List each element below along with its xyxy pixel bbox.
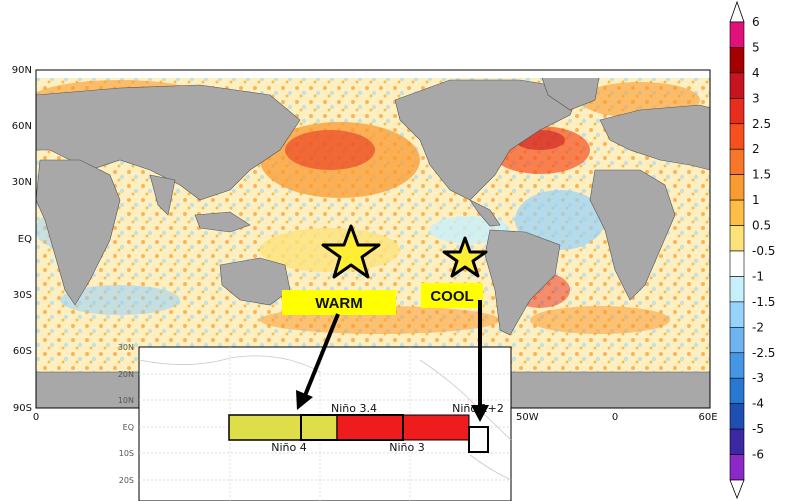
colorbar-swatch [729, 428, 745, 455]
colorbar-label: 3 [752, 91, 760, 105]
colorbar-label: -1 [752, 269, 764, 283]
colorbar-swatch [729, 47, 745, 74]
cool-label: COOL [430, 288, 473, 305]
nino34-west-box [300, 414, 338, 441]
inset-lat-10n: 10N [118, 396, 134, 405]
latitude-axis: 90N 60N 30N EQ 30S 60S 90S [12, 65, 32, 414]
colorbar-label: -4 [752, 397, 764, 411]
colorbar-swatch [729, 352, 745, 379]
lat-label-90n: 90N [12, 65, 32, 76]
lat-label-eq: EQ [18, 234, 32, 245]
lon-label-0-right: 0 [612, 412, 618, 423]
lat-label-60s: 60S [13, 346, 32, 357]
colorbar-swatch [729, 377, 745, 404]
lon-label-0: 0 [33, 412, 39, 423]
colorbar-label: -2 [752, 320, 764, 334]
lon-label-60e-right: 60E [698, 412, 717, 423]
lat-label-30n: 30N [12, 177, 32, 188]
colorbar-swatch [729, 199, 745, 226]
colorbar-labels: 6 5 4 3 2.5 2 1.5 1 0.5 -0.5 -1 -1.5 -2 -2.5 -3 -4 -5 -6 [752, 15, 775, 462]
colorbar-swatch [729, 98, 745, 125]
warm-arrow [302, 313, 340, 399]
inset-lat-20n: 20N [118, 370, 134, 379]
colorbar-swatch [729, 21, 745, 48]
colorbar [729, 0, 745, 500]
nino12-box [468, 426, 489, 453]
callout-arrows [296, 300, 489, 422]
nino34-outline [300, 414, 404, 441]
nino4-label: Niño 4 [271, 441, 306, 454]
nino3-label: Niño 3 [389, 441, 424, 454]
sst-anomaly-map [36, 70, 710, 408]
warm-highlight [282, 290, 396, 315]
colorbar-bottom-arrow-icon [729, 479, 745, 500]
nino34-east-box [336, 414, 404, 441]
warm-arrowhead-icon [296, 390, 313, 410]
colorbar-swatch [729, 123, 745, 150]
nino4-box [228, 414, 302, 441]
colorbar-swatch [729, 276, 745, 303]
colorbar-label: -3 [752, 371, 764, 385]
colorbar-swatch [729, 148, 745, 175]
colorbar-label: 5 [752, 40, 760, 54]
lat-label-30s: 30S [13, 290, 32, 301]
colorbar-swatch [729, 403, 745, 430]
inset-lon-50w: 50W [516, 412, 539, 423]
colorbar-top-arrow-icon [729, 0, 745, 23]
colorbar-label: -2.5 [752, 346, 775, 360]
colorbar-swatch [729, 301, 745, 328]
colorbar-label: -1.5 [752, 295, 775, 309]
cool-star-icon [442, 236, 488, 278]
inset-lat-20s: 20S [119, 476, 134, 485]
inset-lat-10s: 10S [119, 449, 134, 458]
inset-lat-eq: EQ [123, 423, 134, 432]
lat-label-60n: 60N [12, 121, 32, 132]
colorbar-label: 2 [752, 142, 760, 156]
nino3-box [402, 414, 470, 441]
lat-label-90s: 90S [13, 403, 32, 414]
colorbar-label: 6 [752, 15, 760, 29]
colorbar-label: -0.5 [752, 244, 775, 258]
colorbar-label: 2.5 [752, 117, 771, 131]
cool-highlight [421, 283, 483, 308]
warm-label: WARM [315, 295, 363, 312]
colorbar-label: 0.5 [752, 219, 771, 233]
cool-arrowhead-icon [471, 405, 489, 422]
colorbar-swatch [729, 72, 745, 99]
colorbar-swatch [729, 225, 745, 252]
nino34-label: Niño 3.4 [331, 402, 377, 415]
colorbar-swatch [729, 327, 745, 354]
longitude-axis: 0 60E 0 [33, 412, 718, 423]
colorbar-swatch [729, 174, 745, 201]
colorbar-label: -5 [752, 422, 764, 436]
colorbar-label: -6 [752, 448, 764, 462]
nino-regions-inset: 30N 20N 10N EQ 10S 20S 50W Niño 4 Niño 3… [118, 343, 539, 501]
inset-lat-30n: 30N [118, 343, 134, 352]
colorbar-swatch [729, 250, 745, 277]
colorbar-swatch [729, 454, 745, 481]
warm-star-icon [321, 224, 381, 279]
colorbar-label: 1 [752, 193, 760, 207]
colorbar-label: 1.5 [752, 168, 771, 182]
colorbar-label: 4 [752, 66, 760, 80]
